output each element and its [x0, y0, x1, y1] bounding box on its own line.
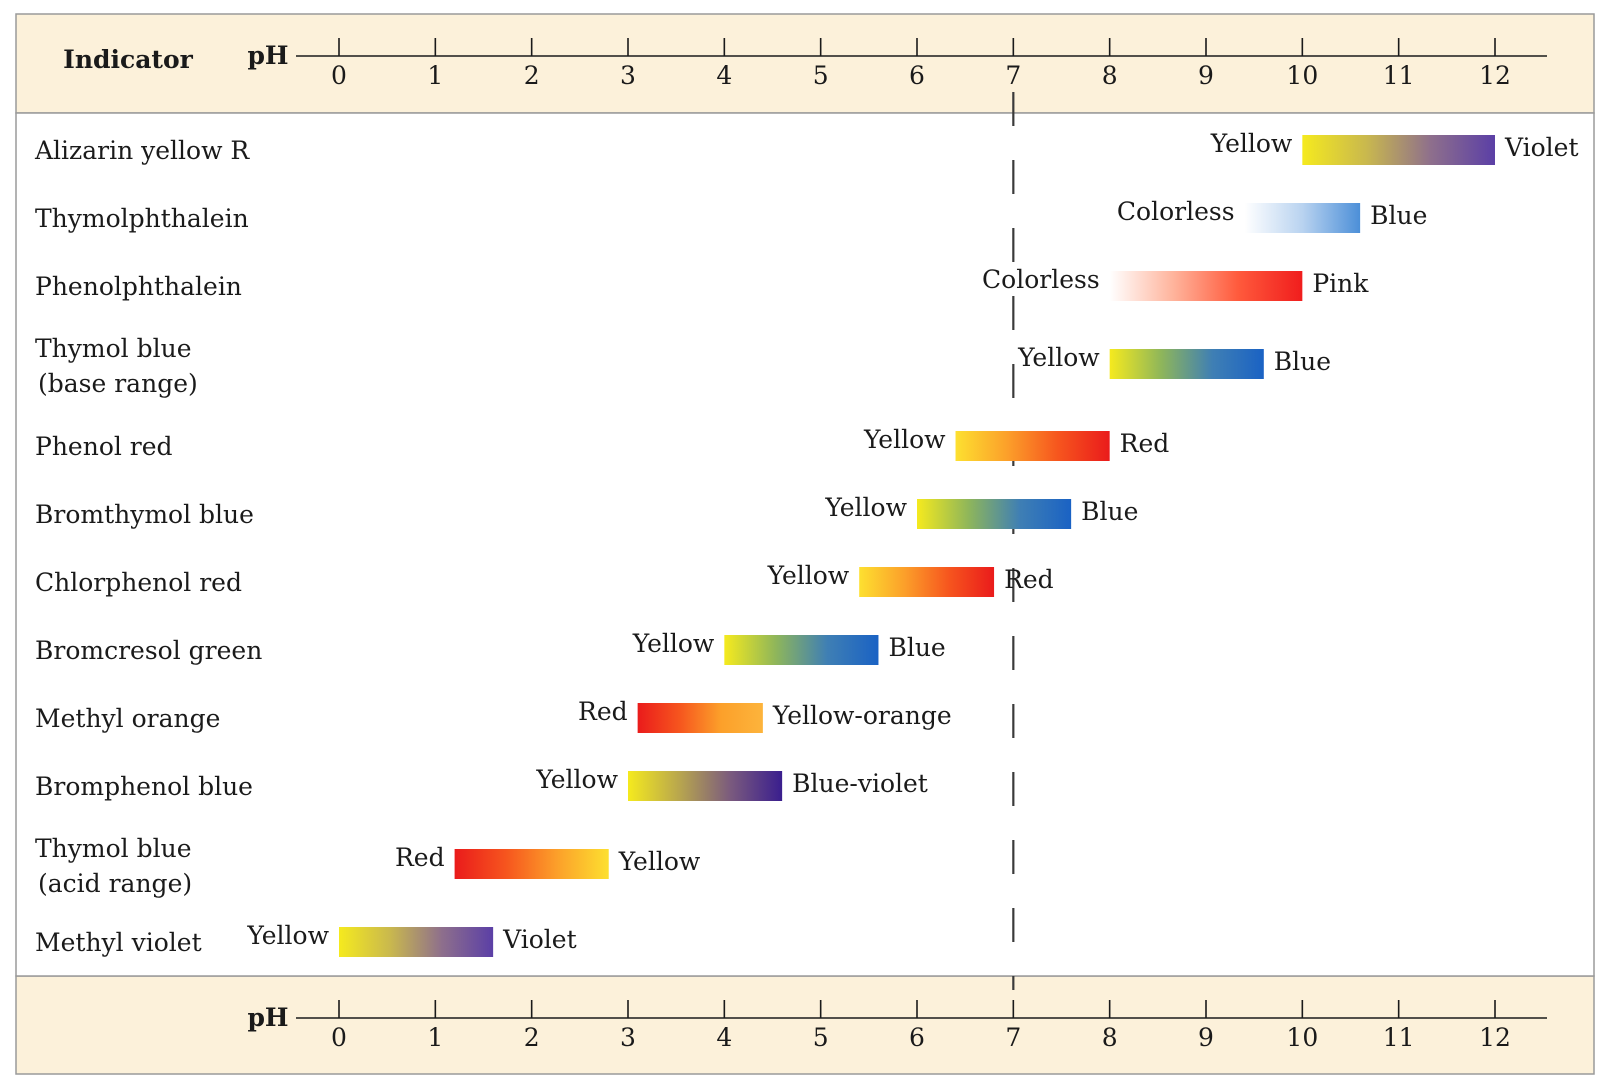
- bottom-tick-label-9: 9: [1198, 1023, 1214, 1052]
- bottom-tick-label-4: 4: [716, 1023, 732, 1052]
- indicator-bar-6: [859, 567, 995, 597]
- top-tick-label-11: 11: [1383, 61, 1415, 90]
- header-footer-bands: Indicator: [15, 13, 1595, 1075]
- low-color-label-8: Red: [578, 697, 628, 726]
- low-color-label-0: Yellow: [1210, 129, 1293, 158]
- indicator-name-6: Chlorphenol red: [35, 568, 242, 597]
- bottom-tick-label-5: 5: [813, 1023, 829, 1052]
- indicator-bar-0: [1302, 135, 1495, 165]
- body-frame: [15, 112, 1595, 977]
- high-color-label-4: Red: [1120, 429, 1170, 458]
- indicator-name-4: Phenol red: [35, 432, 173, 461]
- low-color-label-3: Yellow: [1017, 343, 1100, 372]
- header-band: [15, 13, 1595, 114]
- high-color-label-11: Violet: [502, 925, 576, 954]
- bottom-tick-label-6: 6: [909, 1023, 925, 1052]
- bottom-tick-label-0: 0: [331, 1023, 347, 1052]
- low-color-label-9: Yellow: [535, 765, 618, 794]
- top-tick-label-8: 8: [1102, 61, 1118, 90]
- bottom-ph-label: pH: [247, 1003, 288, 1032]
- indicator-name-7: Bromcresol green: [35, 636, 262, 665]
- top-tick-label-12: 12: [1479, 61, 1511, 90]
- indicator-bar-3: [1109, 349, 1264, 379]
- top-tick-label-0: 0: [331, 61, 347, 90]
- low-color-label-11: Yellow: [246, 921, 329, 950]
- indicator-header-label: Indicator: [63, 45, 193, 74]
- indicator-bar-2: [1109, 271, 1303, 301]
- indicator-bar-9: [628, 771, 783, 801]
- low-color-label-5: Yellow: [824, 493, 907, 522]
- bottom-ph-axis: pH0 1 2 3 4 5 6 7 8 9 10 11 12: [247, 1000, 1547, 1052]
- high-color-label-7: Blue: [888, 633, 945, 662]
- high-color-label-2: Pink: [1312, 269, 1369, 298]
- indicator-bar-5: [917, 499, 1072, 529]
- top-tick-label-3: 3: [620, 61, 636, 90]
- indicator-bar-1: [1244, 203, 1361, 233]
- high-color-label-6: Red: [1004, 565, 1054, 594]
- top-tick-label-6: 6: [909, 61, 925, 90]
- indicator-name-5: Bromthymol blue: [35, 500, 254, 529]
- bottom-tick-label-11: 11: [1383, 1023, 1415, 1052]
- top-tick-label-4: 4: [716, 61, 732, 90]
- top-ph-label: pH: [247, 41, 288, 70]
- high-color-label-10: Yellow: [618, 847, 701, 876]
- bottom-tick-label-2: 2: [524, 1023, 540, 1052]
- indicator-name-1: Thymolphthalein: [35, 204, 249, 233]
- bottom-tick-label-3: 3: [620, 1023, 636, 1052]
- indicator-bar-10: [454, 849, 609, 879]
- bottom-tick-label-8: 8: [1102, 1023, 1118, 1052]
- low-color-label-6: Yellow: [767, 561, 850, 590]
- indicator-name-0: Alizarin yellow R: [34, 136, 250, 165]
- low-color-label-2: Colorless: [982, 265, 1100, 294]
- top-tick-label-7: 7: [1005, 61, 1021, 90]
- top-tick-label-10: 10: [1286, 61, 1318, 90]
- high-color-label-9: Blue-violet: [792, 769, 928, 798]
- indicator-name-10-line2: (acid range): [38, 869, 192, 898]
- indicator-name-8: Methyl orange: [35, 704, 220, 733]
- bottom-tick-label-10: 10: [1286, 1023, 1318, 1052]
- bottom-tick-label-12: 12: [1479, 1023, 1511, 1052]
- top-tick-label-9: 9: [1198, 61, 1214, 90]
- indicator-name-3-line1: Thymol blue: [35, 334, 192, 363]
- top-tick-label-1: 1: [427, 61, 443, 90]
- indicator-name-3-line2: (base range): [38, 369, 198, 398]
- top-tick-label-2: 2: [524, 61, 540, 90]
- low-color-label-1: Colorless: [1117, 197, 1235, 226]
- indicator-bar-4: [955, 431, 1110, 461]
- high-color-label-0: Violet: [1504, 133, 1579, 162]
- top-tick-label-5: 5: [813, 61, 829, 90]
- top-ph-axis: pH0 1 2 3 4 5 6 7 8 9 10 11 12: [247, 38, 1547, 90]
- indicator-bar-7: [724, 635, 879, 665]
- high-color-label-5: Blue: [1081, 497, 1138, 526]
- bottom-tick-label-7: 7: [1005, 1023, 1021, 1052]
- indicator-name-9: Bromphenol blue: [35, 772, 253, 801]
- low-color-label-7: Yellow: [632, 629, 715, 658]
- indicator-name-2: Phenolphthalein: [35, 272, 242, 301]
- low-color-label-4: Yellow: [863, 425, 946, 454]
- high-color-label-1: Blue: [1370, 201, 1427, 230]
- bottom-tick-label-1: 1: [427, 1023, 443, 1052]
- high-color-label-8: Yellow-orange: [772, 701, 952, 730]
- indicator-bar-8: [637, 703, 763, 733]
- high-color-label-3: Blue: [1274, 347, 1331, 376]
- indicator-rows: Alizarin yellow R Yellow Violet Thymolphtha…: [34, 129, 1579, 957]
- indicator-name-11: Methyl violet: [35, 928, 202, 957]
- indicator-bar-11: [339, 927, 494, 957]
- indicator-name-10-line1: Thymol blue: [35, 834, 192, 863]
- low-color-label-10: Red: [395, 843, 445, 872]
